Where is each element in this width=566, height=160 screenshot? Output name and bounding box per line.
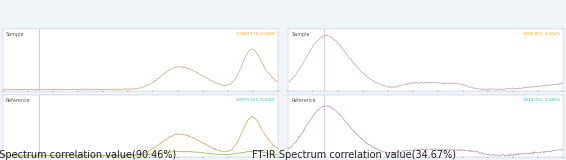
Text: FT-IR Spectrum correlation value(34.67%): FT-IR Spectrum correlation value(34.67%) bbox=[252, 150, 456, 160]
Text: 3600.871, 1.334%: 3600.871, 1.334% bbox=[523, 32, 560, 36]
Text: FT-NIR Spectrum correlation value(90.46%): FT-NIR Spectrum correlation value(90.46%… bbox=[0, 150, 177, 160]
Text: Sample: Sample bbox=[6, 32, 24, 37]
Text: Sample: Sample bbox=[291, 32, 310, 37]
Text: Reference: Reference bbox=[291, 98, 316, 103]
Text: 10979.501, 0.5019: 10979.501, 0.5019 bbox=[236, 98, 275, 102]
Text: Reference: Reference bbox=[6, 98, 30, 103]
Text: 3614.371, 1.346%: 3614.371, 1.346% bbox=[524, 98, 560, 102]
Text: 10960.174, 0.5016: 10960.174, 0.5016 bbox=[236, 32, 275, 36]
